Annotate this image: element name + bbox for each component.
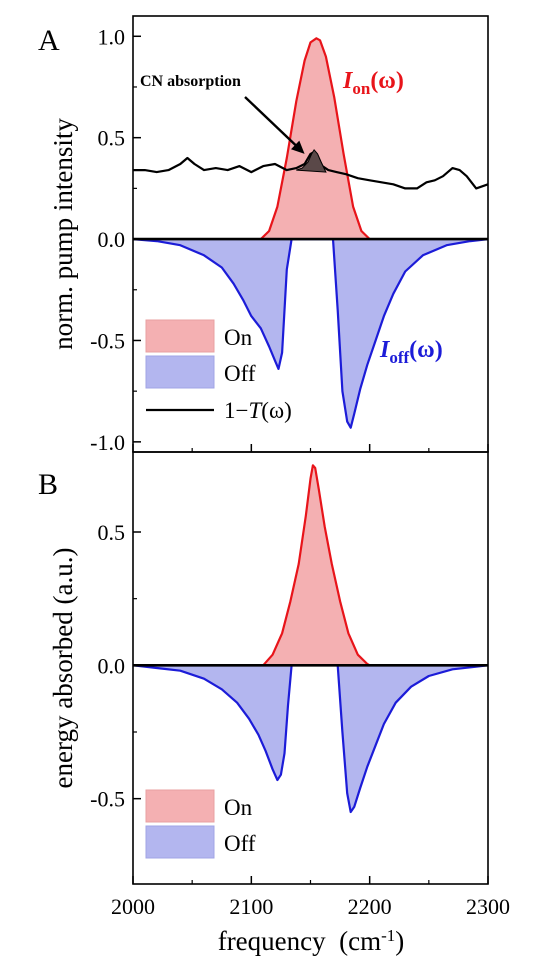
y-axis-label: norm. pump intensity xyxy=(48,118,78,350)
x-axis-label: frequency (cm-1) xyxy=(218,926,405,956)
cn-absorption-peak xyxy=(296,148,327,173)
y-axis-label: energy absorbed (a.u.) xyxy=(48,548,78,789)
y-tick-label: -0.5 xyxy=(90,787,125,812)
series-label-on: Ion(ω) xyxy=(342,68,404,98)
y-tick-label: 1.0 xyxy=(98,24,126,49)
y-tick-label: -1.0 xyxy=(90,430,125,455)
legend-label-transmission: 1−T(ω) xyxy=(224,398,292,423)
x-tick-label: 2200 xyxy=(348,894,392,919)
series-on-line xyxy=(262,464,371,667)
legend-swatch-on xyxy=(145,319,215,353)
series-on-line xyxy=(260,37,371,240)
series-label-off: Ioff(ω) xyxy=(379,337,443,367)
x-tick-label: 2100 xyxy=(229,894,273,919)
series-on-area xyxy=(263,465,370,666)
annotation-arrowhead xyxy=(291,140,305,154)
x-tick-label: 2300 xyxy=(466,894,510,919)
legend-label-off: Off xyxy=(224,831,256,856)
panel-letter-a: A xyxy=(38,24,60,57)
annotation-arrow-shaft xyxy=(244,96,302,151)
y-tick-label: 0.5 xyxy=(98,126,126,151)
y-tick-label: 0.5 xyxy=(98,520,126,545)
panel-a: CN absorption 1.0 0.5 0.0 -0.5 -1.0 norm. pump… xyxy=(38,15,489,455)
annotation-cn-absorption: CN absorption xyxy=(140,73,241,90)
x-tick-label: 2000 xyxy=(111,894,155,919)
y-tick-label: 0.0 xyxy=(98,227,126,252)
legend-swatch-on xyxy=(145,789,215,823)
series-on-area xyxy=(260,38,370,240)
legend-label-off: Off xyxy=(224,361,256,386)
legend-swatch-off xyxy=(145,355,215,389)
panel-letter-b: B xyxy=(38,468,58,501)
y-tick-label: -0.5 xyxy=(90,328,125,353)
y-tick-label: 0.0 xyxy=(98,653,126,678)
panel-b: 0.5 0.0 -0.5 2000 2100 2200 2300 energy absorbe… xyxy=(38,451,510,956)
legend-label-on: On xyxy=(224,795,253,820)
legend-label-on: On xyxy=(224,325,253,350)
legend-swatch-off xyxy=(145,825,215,859)
